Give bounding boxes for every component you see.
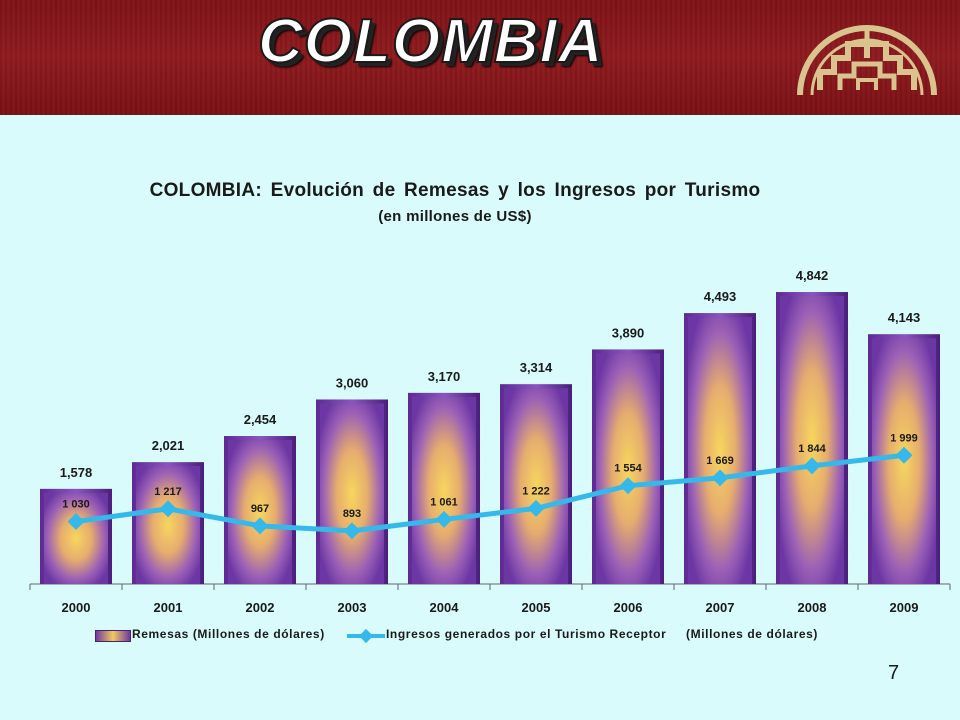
turismo-point-2007 [711, 469, 729, 487]
turismo-point-2001 [159, 500, 177, 518]
legend-swatch-remesas [95, 630, 131, 642]
x-tick-label: 2008 [798, 600, 827, 615]
turismo-point-2003 [343, 522, 361, 540]
turismo-point-2005 [527, 499, 545, 517]
turismo-point-2004 [435, 510, 453, 528]
turismo-value-label: 1 554 [614, 463, 642, 475]
turismo-value-label: 1 222 [522, 485, 550, 497]
header-texture [0, 0, 960, 115]
legend-label-remesas: Remesas (Millones de dólares) [132, 627, 325, 641]
page-number: 7 [888, 662, 900, 684]
x-tick-label: 2000 [62, 600, 91, 615]
bar-2000 [44, 492, 108, 584]
bar-2007 [688, 317, 752, 584]
turismo-value-label: 1 030 [62, 499, 90, 511]
chart-title: COLOMBIA: Evolución de Remesas y los Ing… [149, 180, 761, 201]
turismo-value-label: 1 999 [890, 432, 918, 444]
turismo-value-label: 1 844 [798, 443, 826, 455]
turismo-value-label: 1 061 [430, 496, 458, 508]
bar-value-label: 2,454 [244, 412, 277, 427]
bar-2005 [504, 388, 568, 584]
bar-2002 [228, 440, 292, 584]
turismo-value-label: 967 [251, 503, 269, 515]
turismo-point-2000 [67, 513, 85, 531]
bar-2001 [136, 466, 200, 584]
andean-community-logo-icon [797, 25, 937, 96]
turismo-value-label: 1 217 [154, 486, 182, 498]
bar-value-label: 3,314 [520, 360, 553, 375]
bar-value-label: 1,578 [60, 465, 93, 480]
x-tick-label: 2006 [614, 600, 643, 615]
bar-value-label: 3,060 [336, 375, 369, 390]
bar-2006 [596, 353, 660, 584]
x-tick-label: 2007 [706, 600, 735, 615]
x-tick-label: 2003 [338, 600, 367, 615]
turismo-point-2008 [803, 457, 821, 475]
x-tick-label: 2001 [154, 600, 183, 615]
bar-value-label: 4,493 [704, 289, 737, 304]
chart-legend: Remesas (Millones de dólares) Ingresos g… [95, 627, 875, 645]
bar-2008 [780, 296, 844, 584]
header-banner: COLOMBIA [0, 0, 960, 115]
legend-label-turismo: Ingresos generados por el Turismo Recept… [386, 627, 818, 641]
chart-subtitle: (en millones de US$) [378, 208, 532, 225]
bar-value-label: 2,021 [152, 438, 185, 453]
turismo-point-2009 [895, 446, 913, 464]
turismo-value-label: 1 669 [706, 455, 734, 467]
bar-value-label: 4,842 [796, 268, 829, 283]
turismo-value-label: 893 [343, 508, 361, 520]
header-title: COLOMBIA [257, 6, 604, 77]
bar-value-label: 4,143 [888, 310, 921, 325]
bar-2003 [320, 403, 384, 584]
bar-value-label: 3,170 [428, 369, 461, 384]
turismo-point-2006 [619, 477, 637, 495]
legend-swatch-turismo [347, 628, 385, 644]
turismo-series-line [75, 452, 905, 534]
bar-2004 [412, 396, 476, 584]
x-tick-label: 2004 [430, 600, 460, 615]
bar-value-label: 3,890 [612, 325, 645, 340]
x-tick-label: 2005 [522, 600, 551, 615]
x-tick-label: 2002 [246, 600, 275, 615]
turismo-point-2002 [251, 517, 269, 535]
x-tick-label: 2009 [890, 600, 919, 615]
chart-plot: 1,578 2000 2,021 2001 2,454 2002 3,060 2003 3,17… [29, 268, 951, 615]
